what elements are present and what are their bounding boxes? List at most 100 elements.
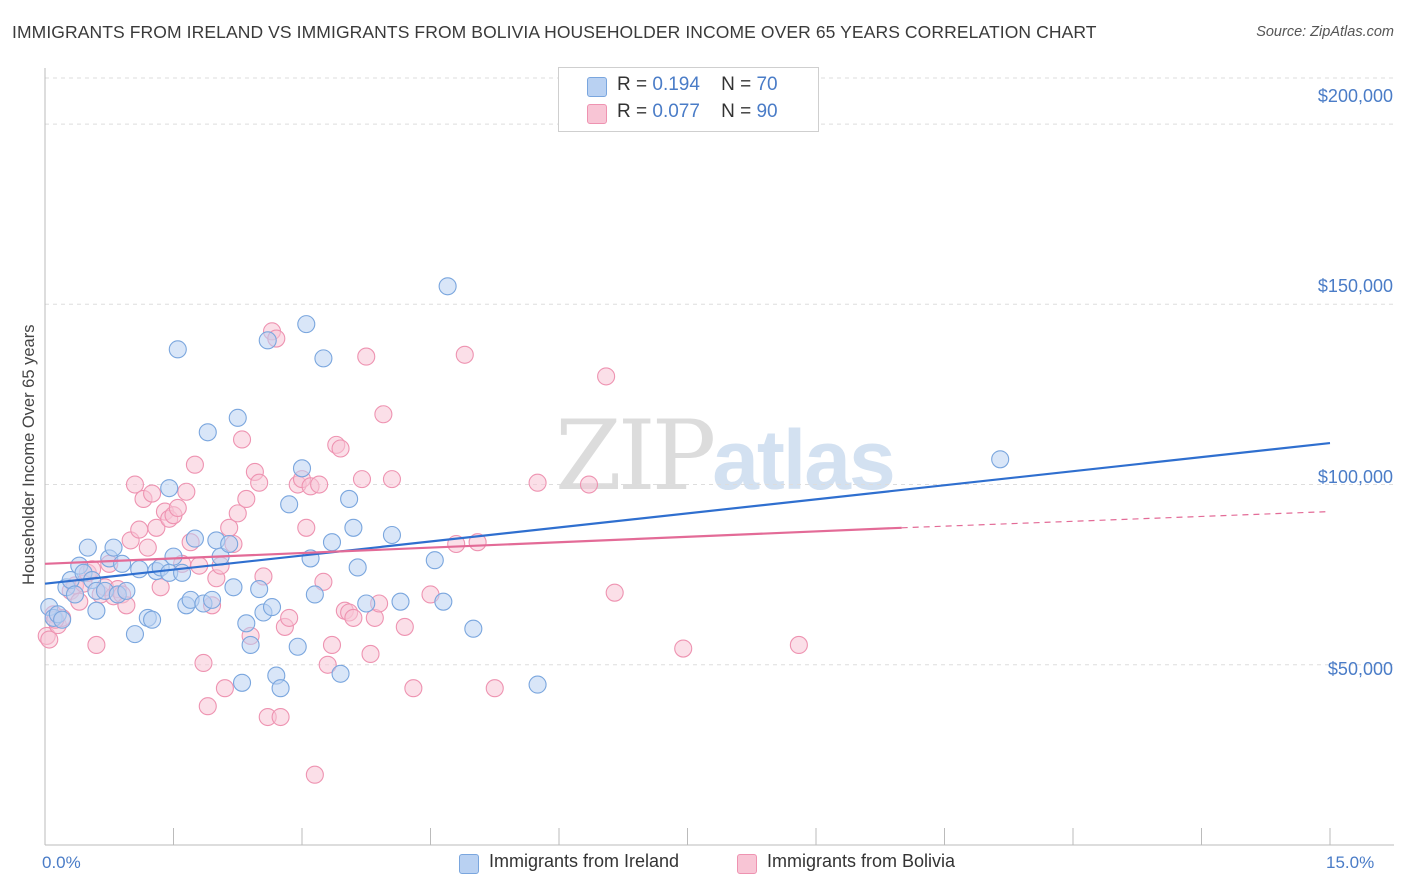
ireland-point: [173, 563, 192, 582]
ireland-point: [434, 592, 453, 611]
correlation-legend: R = 0.194 N = 70 R = 0.077 N = 90: [558, 67, 819, 132]
bolivia-point: [382, 470, 402, 489]
ireland-point: [143, 610, 162, 629]
r-value: 0.077: [652, 101, 700, 122]
bolivia-point: [228, 504, 247, 523]
ireland-point: [125, 625, 144, 644]
bolivia-point: [177, 482, 196, 501]
bolivia-point: [344, 608, 363, 627]
ireland-point: [228, 408, 247, 427]
bolivia-point: [579, 475, 599, 494]
ireland-point: [280, 495, 299, 514]
bolivia-point: [143, 484, 162, 503]
ireland-point: [232, 673, 252, 692]
ireland-point: [237, 614, 256, 633]
ireland-point: [391, 592, 410, 611]
bolivia-point: [138, 538, 157, 557]
n-label: N =: [721, 101, 752, 122]
bolivia-point: [331, 439, 350, 458]
bolivia-point: [185, 455, 204, 474]
bolivia-point: [237, 489, 256, 509]
bolivia-point: [280, 608, 299, 627]
ireland-point: [258, 331, 277, 350]
bolivia-trend-line: [44, 526, 902, 565]
ireland-point: [241, 635, 260, 654]
ireland-point: [113, 554, 132, 573]
bolivia-trend-extension: [901, 510, 1331, 529]
bolivia-point: [404, 679, 423, 698]
ireland-point: [220, 534, 239, 554]
bolivia-point: [605, 583, 624, 602]
ireland-point: [382, 525, 402, 545]
ireland-point: [305, 585, 324, 604]
bolivia-point: [485, 679, 504, 698]
bolivia-point: [361, 644, 380, 664]
bolivia-point: [198, 697, 217, 716]
ireland-point: [344, 518, 363, 537]
bolivia-point: [674, 639, 693, 658]
ireland-point: [292, 459, 312, 478]
bolivia-swatch: [737, 854, 757, 874]
chart-title: IMMIGRANTS FROM IRELAND VS IMMIGRANTS FR…: [12, 22, 1097, 42]
bolivia-point: [395, 617, 414, 636]
bolivia-point: [305, 765, 324, 784]
ireland-swatch: [459, 854, 479, 874]
ireland-point: [297, 315, 316, 334]
r-label: R =: [617, 74, 648, 95]
ireland-point: [262, 598, 282, 617]
bolivia-point: [194, 653, 213, 673]
bolivia-point: [310, 475, 329, 494]
x-tick-label: 15.0%: [1326, 853, 1375, 872]
ireland-point: [348, 558, 367, 577]
bolivia-point: [374, 405, 393, 424]
r-label: R =: [617, 101, 648, 122]
bolivia-point: [215, 679, 234, 698]
ireland-point: [314, 349, 333, 368]
bolivia-point: [322, 635, 342, 654]
ireland-point: [160, 479, 179, 498]
ireland-point: [464, 619, 483, 638]
ireland-point: [288, 637, 307, 656]
bolivia-point: [357, 347, 376, 366]
bolivia-point: [297, 518, 316, 537]
ireland-point: [224, 578, 243, 597]
bolivia-point: [314, 572, 333, 591]
bolivia-point: [318, 655, 337, 674]
bolivia-point: [271, 707, 290, 727]
y-tick-label: $100,000: [1317, 467, 1393, 487]
ireland-point: [198, 423, 217, 442]
ireland-point: [53, 610, 72, 629]
bolivia-point: [455, 345, 474, 364]
bolivia-point: [87, 635, 106, 654]
bolivia-point: [147, 518, 166, 537]
series-name: Immigrants from Bolivia: [767, 851, 956, 871]
ireland-point: [164, 547, 183, 566]
bolivia-point: [125, 475, 144, 494]
ireland-point: [104, 538, 123, 557]
bolivia-point: [789, 635, 808, 654]
ireland-point: [65, 585, 85, 604]
bolivia-point: [352, 470, 372, 489]
y-axis-label: Householder Income Over 65 years: [20, 324, 38, 585]
ireland-point: [87, 601, 106, 620]
ireland-swatch: [587, 77, 607, 97]
ireland-point: [425, 551, 444, 570]
ireland-point: [271, 679, 290, 698]
bolivia-point: [250, 473, 269, 492]
ireland-point: [322, 533, 342, 552]
ireland-point: [130, 560, 149, 579]
ireland-point: [185, 529, 204, 548]
bolivia-point: [232, 430, 252, 449]
y-tick-label: $50,000: [1327, 659, 1393, 679]
n-value: 90: [756, 101, 778, 122]
bolivia-point: [168, 498, 187, 518]
r-value: 0.194: [652, 74, 700, 95]
bolivia-point: [130, 520, 149, 539]
n-value: 70: [756, 74, 778, 95]
ireland-point: [528, 675, 547, 694]
ireland-point: [991, 450, 1010, 469]
ireland-point: [331, 664, 350, 683]
bolivia-point: [528, 473, 547, 492]
bolivia-point: [40, 630, 59, 649]
